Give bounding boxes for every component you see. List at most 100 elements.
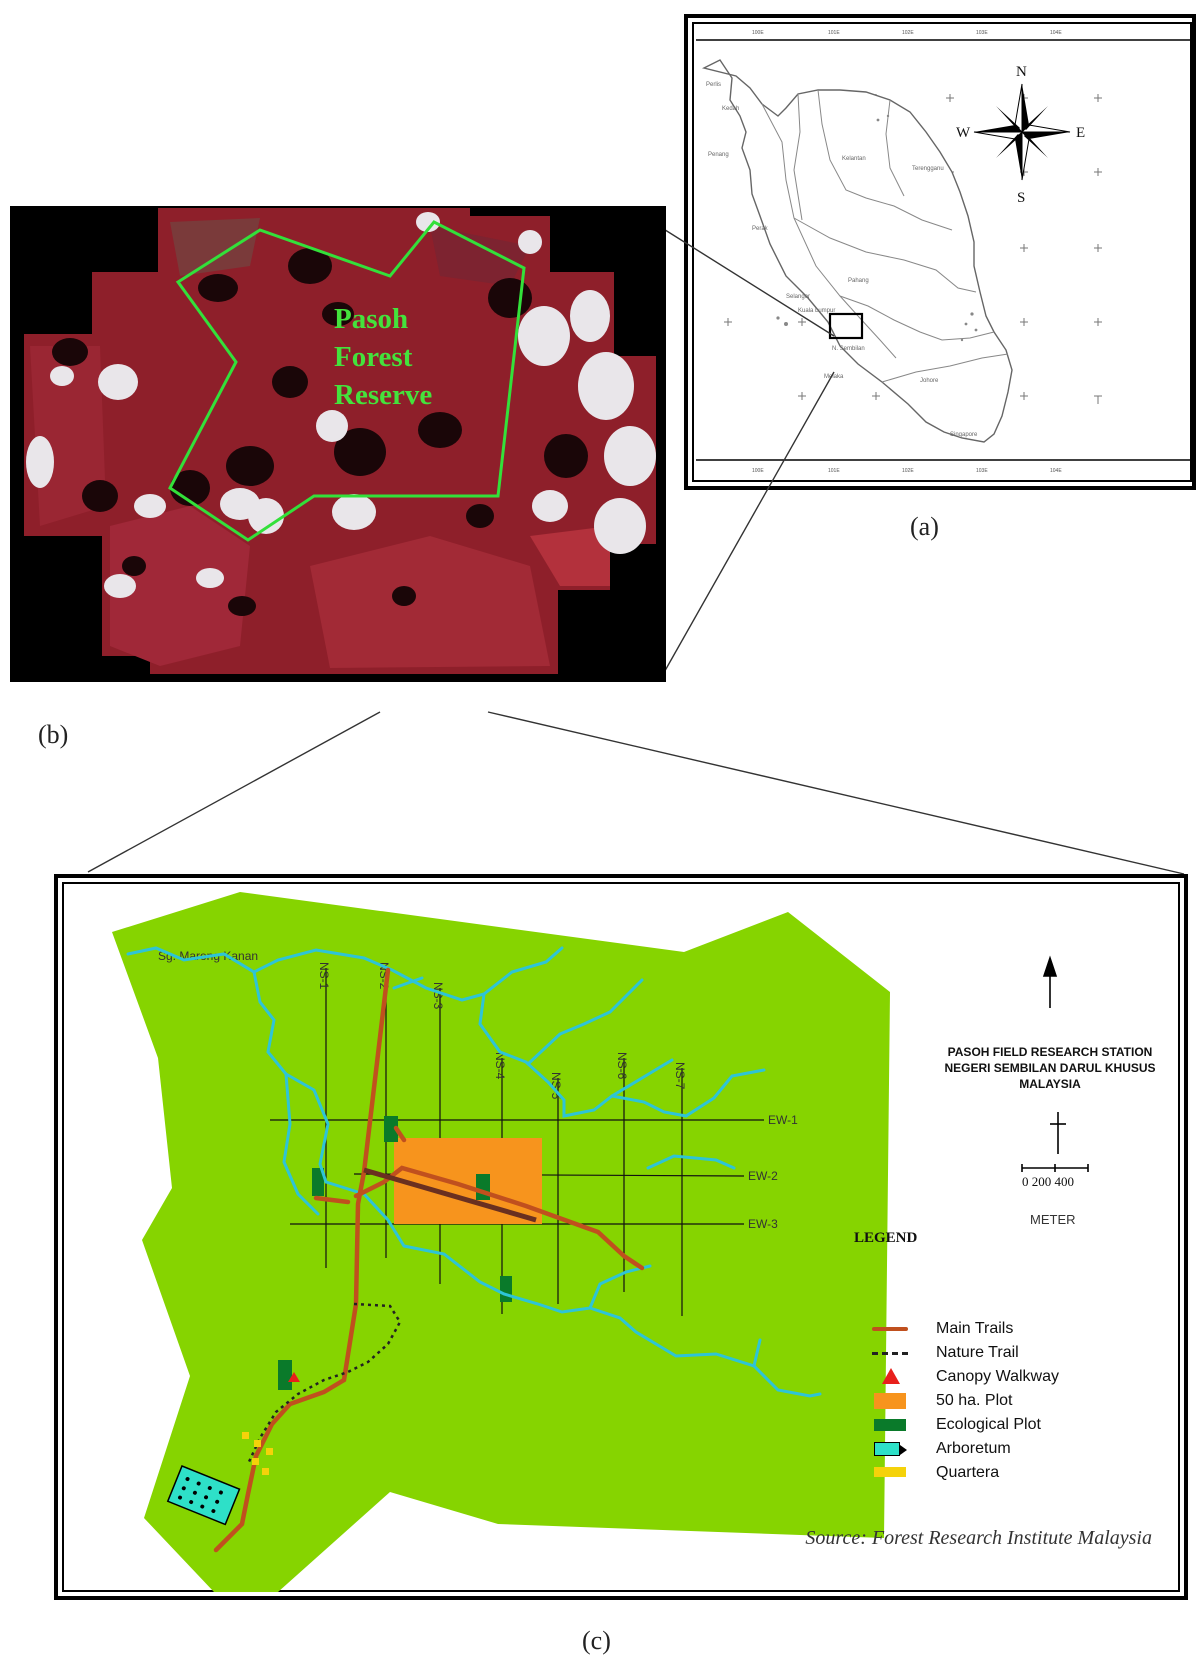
connector-lines-ab: [661, 227, 835, 677]
legend-row-ecological-plot: Ecological Plot: [866, 1416, 1041, 1434]
lon-tick-top-3: 103E: [976, 30, 988, 36]
lon-tick-top-1: 101E: [828, 30, 840, 36]
station-title-line-3: MALAYSIA: [1019, 1077, 1081, 1091]
scale-labels: 0 200 400: [1022, 1174, 1074, 1189]
satellite-dark-patches: [52, 248, 588, 616]
lon-tick-top-0: 100E: [752, 30, 764, 36]
satellite-clouds: [26, 212, 656, 598]
peninsula-outline: [701, 59, 1013, 443]
connector-lines-bc: [87, 711, 1185, 875]
reserve-title-line-3: Reserve: [334, 379, 432, 411]
state-kuala-lumpur: Kuala Lumpur: [798, 308, 835, 314]
state-kedah: Kedah: [722, 106, 739, 112]
main-trail-segment: [363, 1167, 537, 1223]
quartera-markers: [242, 1432, 273, 1475]
station-title: PASOH FIELD RESEARCH STATION NEGERI SEMB…: [944, 1045, 1155, 1091]
panel-label-a: (a): [910, 512, 939, 541]
legend-row-quartera: Quartera: [866, 1464, 999, 1482]
main-trail-legend-icon: [866, 1320, 914, 1338]
legend-label-50ha-plot: 50 ha. Plot: [936, 1392, 1013, 1409]
state-negeri-sembilan: N. Sembilan: [832, 346, 865, 352]
state-johore: Johore: [920, 378, 939, 384]
station-title-line-2: NEGERI SEMBILAN DARUL KHUSUS: [944, 1061, 1155, 1075]
plot-50ha: [394, 1138, 542, 1224]
ecological-plot: [312, 1168, 324, 1196]
legend-label-nature-trail: Nature Trail: [936, 1344, 1019, 1361]
ew-2-label: EW-2: [748, 1169, 778, 1183]
panel-label-b: (b): [38, 720, 69, 749]
reserve-boundary: [168, 220, 526, 542]
state-kelantan: Kelantan: [842, 156, 866, 162]
ew-3-label: EW-3: [748, 1217, 778, 1231]
lon-tick-labels: 100E 101E 102E 103E 104E 100E 101E 102E …: [752, 30, 1062, 474]
scale-unit: METER: [1030, 1212, 1076, 1227]
compass-rose-icon: N S E W: [956, 64, 1085, 206]
state-penang: Penang: [708, 152, 729, 158]
reserve-title-line-2: Forest: [334, 341, 413, 373]
legend-title: LEGEND: [854, 1230, 918, 1246]
ns-3-label: NS-3: [431, 982, 445, 1010]
scale-bar: [1021, 1112, 1089, 1172]
satellite-image: Pasoh Forest Reserve: [10, 206, 666, 682]
ns-7-label: NS-7: [673, 1062, 687, 1090]
panel-label-c: (c): [582, 1626, 611, 1655]
source-credit: Source: Forest Research Institute Malays…: [805, 1527, 1152, 1549]
compass-w: W: [956, 125, 971, 141]
study-area-box: [828, 312, 864, 340]
legend-label-canopy-walkway: Canopy Walkway: [936, 1368, 1060, 1385]
lon-tick-bottom-2: 102E: [902, 468, 914, 474]
lon-tick-top-4: 104E: [1050, 30, 1062, 36]
legend-row-arboretum: Arboretum: [866, 1440, 1011, 1458]
lon-tick-bottom-1: 101E: [828, 468, 840, 474]
state-melaka: Melaka: [824, 374, 844, 380]
ecological-plot: [476, 1174, 490, 1200]
legend-label-ecological-plot: Ecological Plot: [936, 1416, 1041, 1433]
north-arrow-icon: [1042, 955, 1058, 1008]
canopy-walkway-legend-icon: [866, 1368, 914, 1386]
ecological-plot-legend-icon: [866, 1416, 914, 1434]
legend-row-canopy-walkway: Canopy Walkway: [866, 1368, 1059, 1386]
nature-trail-legend-icon: [866, 1344, 914, 1362]
quartera-legend-icon: [866, 1464, 914, 1482]
grid-line-labels: NS-1 NS-2 NS-3 NS-4 NS-5 NS-6 NS-7 EW-1 …: [158, 949, 798, 1231]
state-labels: Perlis Kedah Penang Perak Kelantan Teren…: [706, 82, 978, 438]
legend-label-main-trails: Main Trails: [936, 1320, 1014, 1337]
plot-50ha-legend-icon: [866, 1392, 914, 1410]
compass-e: E: [1076, 125, 1085, 141]
legend-row-nature-trail: Nature Trail: [866, 1344, 1019, 1362]
islands: [776, 114, 978, 342]
field-station-map: NS-1 NS-2 NS-3 NS-4 NS-5 NS-6 NS-7 EW-1 …: [112, 892, 1156, 1592]
state-perlis: Perlis: [706, 82, 721, 88]
state-pahang: Pahang: [848, 278, 869, 284]
ecological-plot: [384, 1116, 398, 1142]
legend-label-quartera: Quartera: [936, 1464, 1000, 1481]
legend-row-main-trails: Main Trails: [866, 1320, 1013, 1338]
rivers: [126, 946, 822, 1398]
map-a-frame: [684, 14, 1196, 490]
map-c-frame: [54, 874, 1188, 1600]
canopy-walkway-icon: [288, 1372, 300, 1382]
station-title-line-1: PASOH FIELD RESEARCH STATION: [948, 1045, 1153, 1059]
map-a-peninsula: 100E 101E 102E 103E 104E 100E 101E 102E …: [696, 30, 1196, 474]
state-perak: Perak: [752, 226, 769, 232]
study-area-land: [112, 892, 890, 1592]
state-selangor: Selangor: [786, 294, 810, 300]
legend-row-50ha-plot: 50 ha. Plot: [866, 1392, 1013, 1410]
ns-1-label: NS-1: [317, 962, 331, 990]
lon-tick-bottom-3: 103E: [976, 468, 988, 474]
main-trails: [213, 967, 645, 1553]
lon-tick-bottom-0: 100E: [752, 468, 764, 474]
ew-1-label: EW-1: [768, 1113, 798, 1127]
lon-tick-top-2: 102E: [902, 30, 914, 36]
arboretum-legend-icon: [866, 1440, 914, 1458]
ecological-plot: [500, 1276, 512, 1302]
state-terengganu: Terengganu: [912, 166, 944, 172]
compass-n: N: [1016, 64, 1027, 80]
compass-s: S: [1017, 190, 1025, 206]
lon-tick-bottom-4: 104E: [1050, 468, 1062, 474]
ns-6-label: NS-6: [615, 1052, 629, 1080]
legend-label-arboretum: Arboretum: [936, 1440, 1011, 1457]
reserve-title-line-1: Pasoh: [334, 303, 408, 335]
ecological-plot: [278, 1360, 292, 1390]
state-singapore: Singapore: [950, 432, 978, 438]
